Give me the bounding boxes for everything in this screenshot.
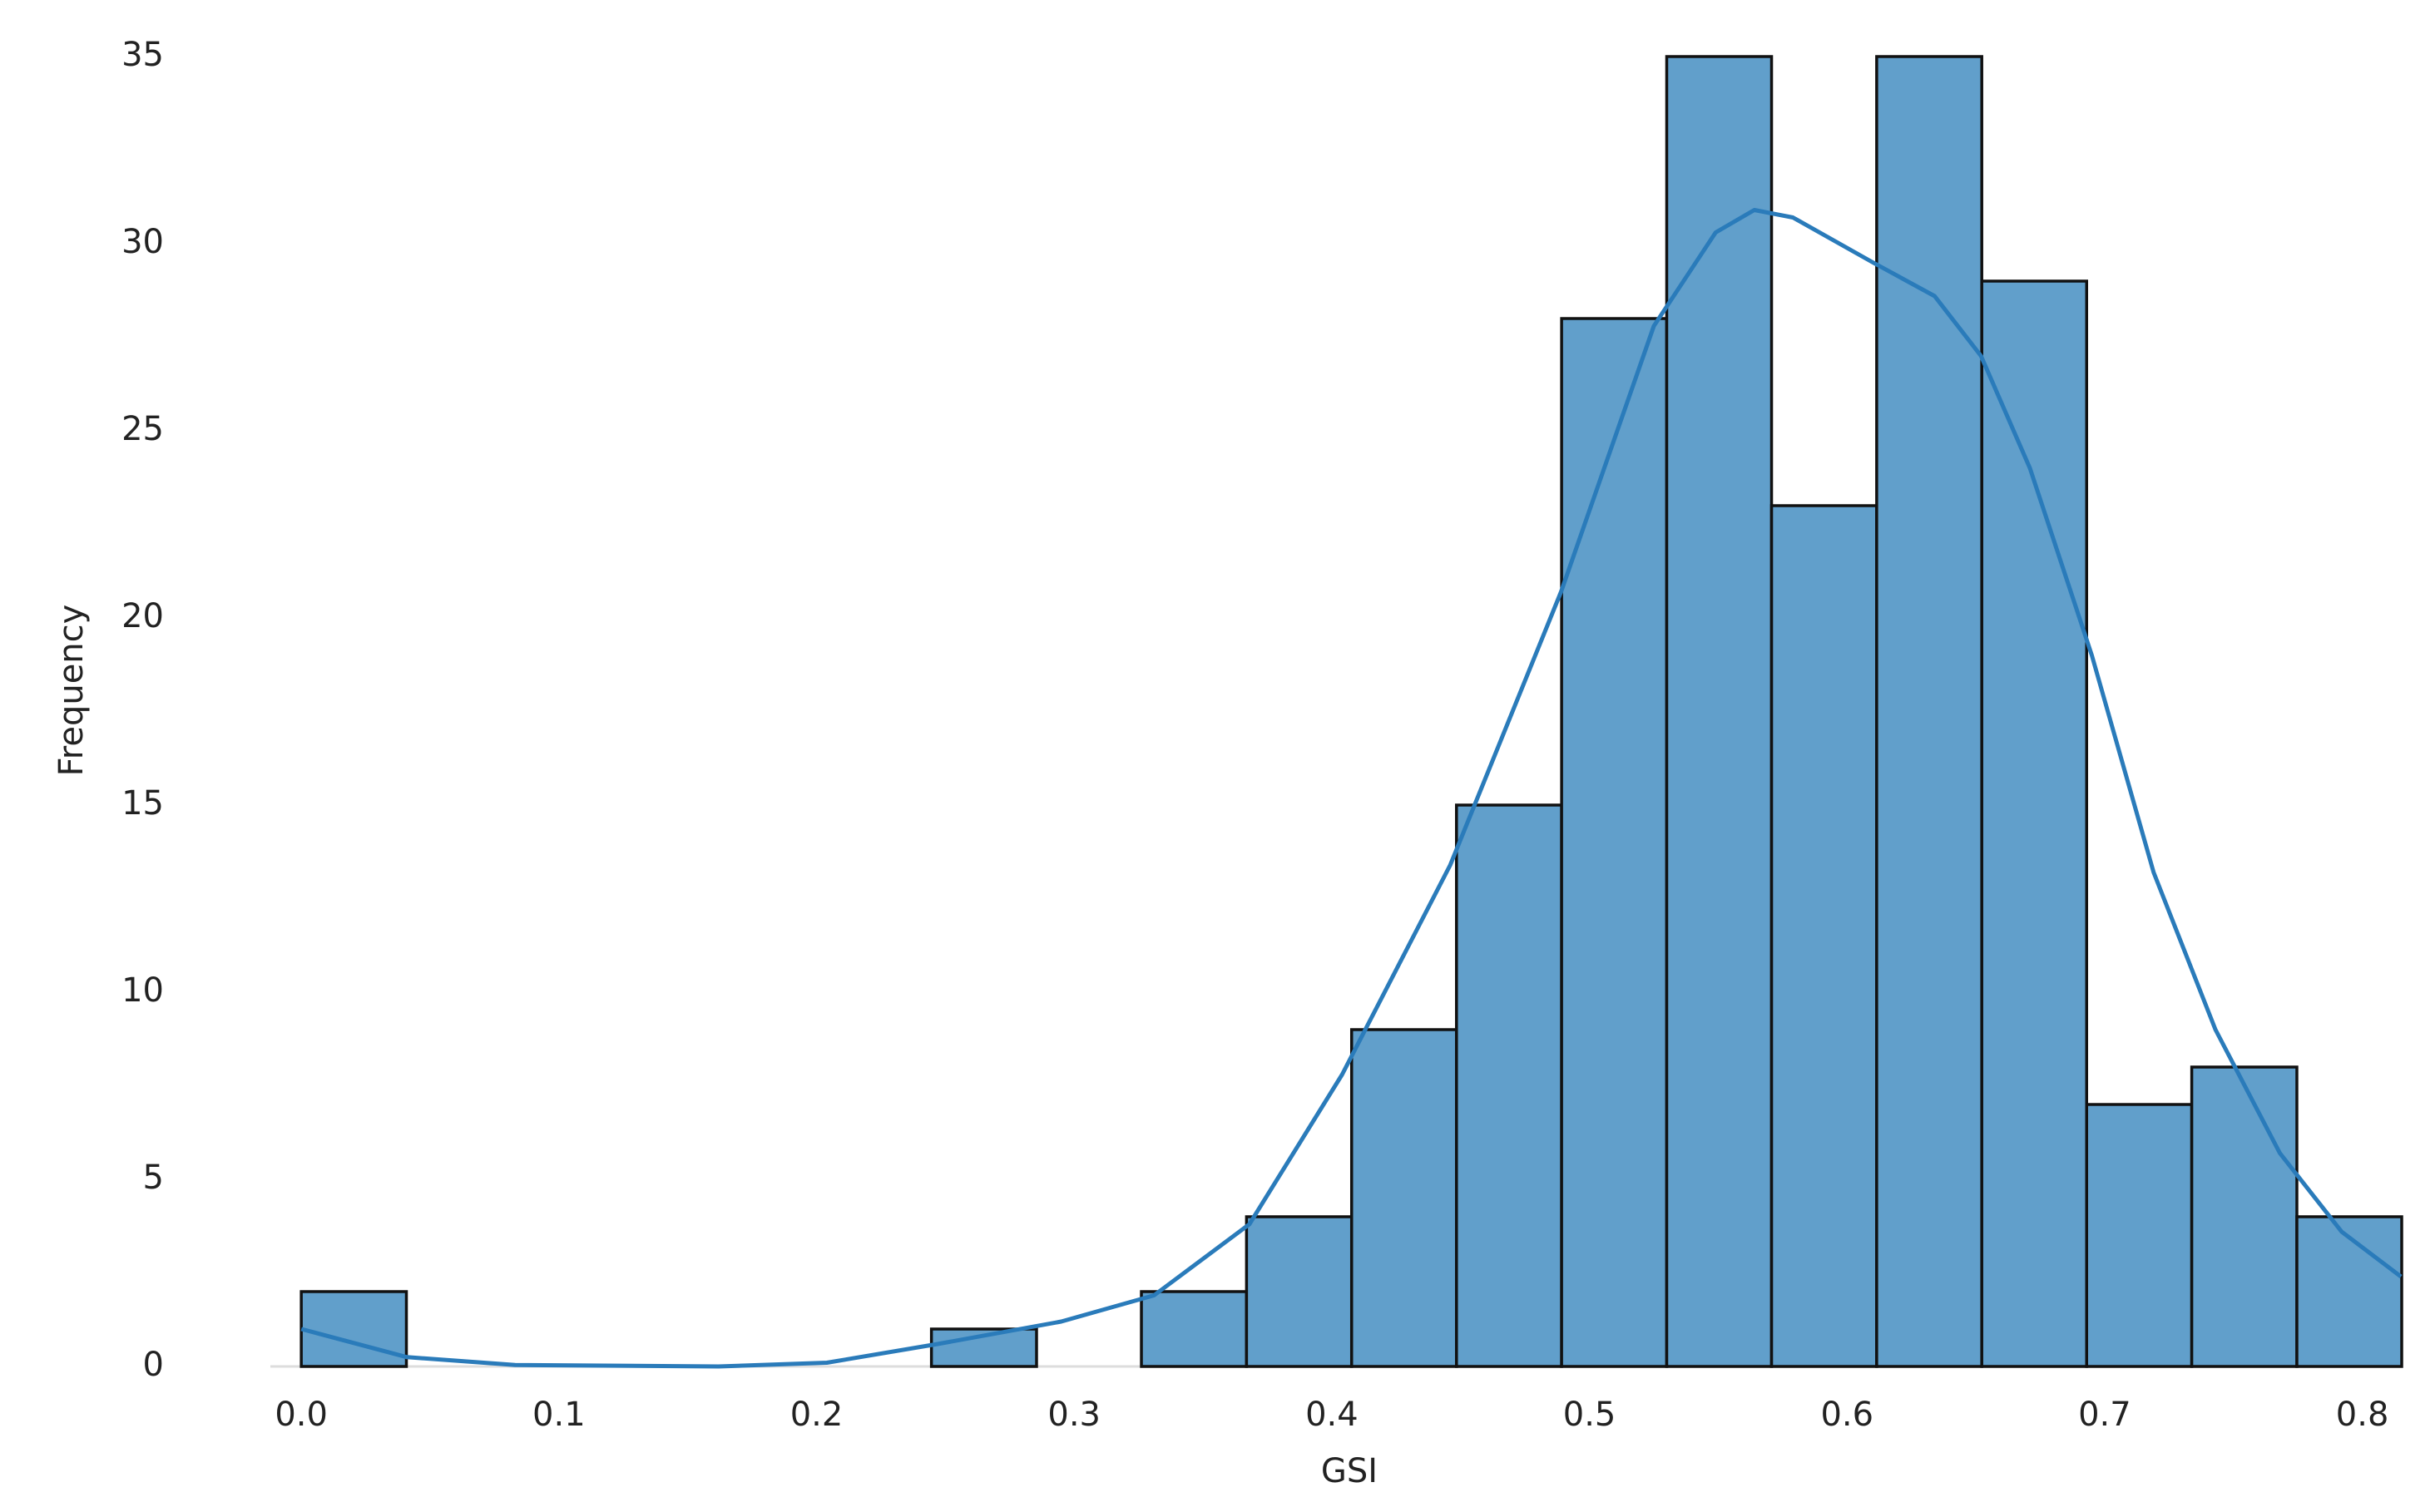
x-tick-label: 0.7 [2078,1396,2131,1434]
y-tick-label: 25 [121,410,164,448]
x-tick-label: 0.4 [1305,1396,1359,1434]
bar [1140,1290,1249,1368]
bar [1349,1028,1458,1368]
x-tick-label: 0.3 [1047,1396,1101,1434]
y-tick-label: 5 [143,1159,164,1197]
kde-line [300,208,2403,1369]
y-tick-label: 35 [121,36,164,74]
x-tick-label: 0.0 [275,1396,328,1434]
bar [1245,1215,1354,1368]
y-tick-label: 30 [121,223,164,261]
bar [2085,1103,2194,1368]
bar [1560,317,1669,1368]
x-tick-label: 0.5 [1563,1396,1616,1434]
x-axis-label: GSI [1321,1452,1378,1490]
y-tick-label: 20 [121,597,164,635]
y-tick-label: 0 [143,1346,164,1384]
bar [1455,803,1563,1368]
x-tick-label: 0.1 [532,1396,586,1434]
x-tick-label: 0.6 [1820,1396,1873,1434]
y-tick-label: 15 [121,784,164,823]
bar [1980,279,2089,1368]
bar [1769,504,1878,1368]
bar [2190,1065,2299,1368]
bar [1665,55,1774,1368]
x-tick-label: 0.8 [2336,1396,2389,1434]
y-tick-label: 10 [121,971,164,1010]
bar [1875,55,1983,1368]
x-tick-label: 0.2 [790,1396,844,1434]
bar [299,1290,408,1368]
y-axis-label: Frequency [52,605,91,777]
bar [2295,1215,2403,1368]
